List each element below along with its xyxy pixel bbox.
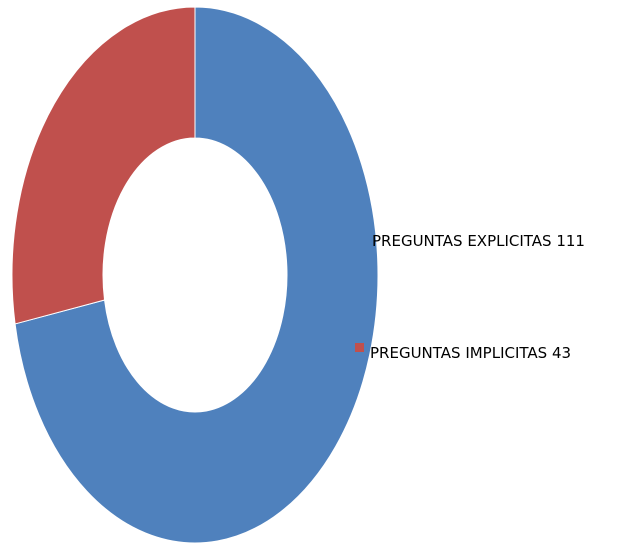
legend-swatch-explicitas [363,231,372,240]
slice-preguntas-implicitas [11,6,196,325]
legend-swatch-implicitas [355,343,364,352]
slice-preguntas-explicitas [14,6,379,544]
legend-label-explicitas: PREGUNTAS EXPLICITAS 111 [372,232,585,250]
slices-group [11,6,379,544]
legend: PREGUNTAS EXPLICITAS 111 PREGUNTAS IMPLI… [355,231,585,362]
legend-label-implicitas: PREGUNTAS IMPLICITAS 43 [370,344,571,362]
